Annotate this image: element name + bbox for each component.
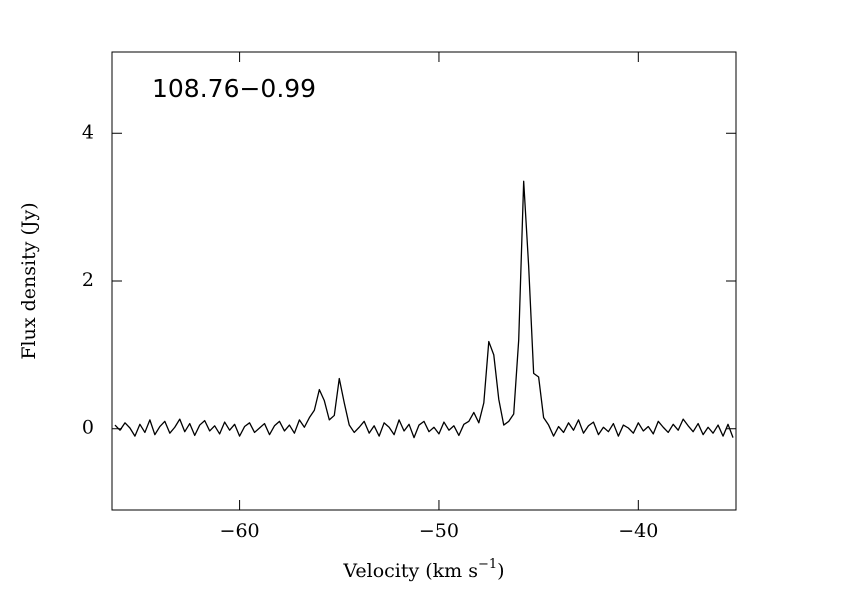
- x-axis-label-close: ): [497, 560, 504, 582]
- x-axis-label-exponent: −1: [478, 557, 497, 572]
- y-tick-label: 4: [82, 121, 94, 143]
- x-tick-label: −60: [220, 520, 260, 542]
- y-tick-label: 2: [82, 269, 94, 291]
- y-tick-label: 0: [82, 417, 94, 439]
- annotation: 108.76−0.99: [152, 74, 316, 103]
- x-axis-label-main: Velocity (km s: [342, 560, 478, 582]
- x-axis-label: Velocity (km s−1): [342, 557, 504, 583]
- spectrum-line: [114, 180, 734, 439]
- plot-frame: [111, 51, 737, 511]
- x-tick-label: −50: [419, 520, 459, 542]
- x-tick-label: −40: [618, 520, 658, 542]
- y-axis-label: Flux density (Jy): [18, 202, 40, 359]
